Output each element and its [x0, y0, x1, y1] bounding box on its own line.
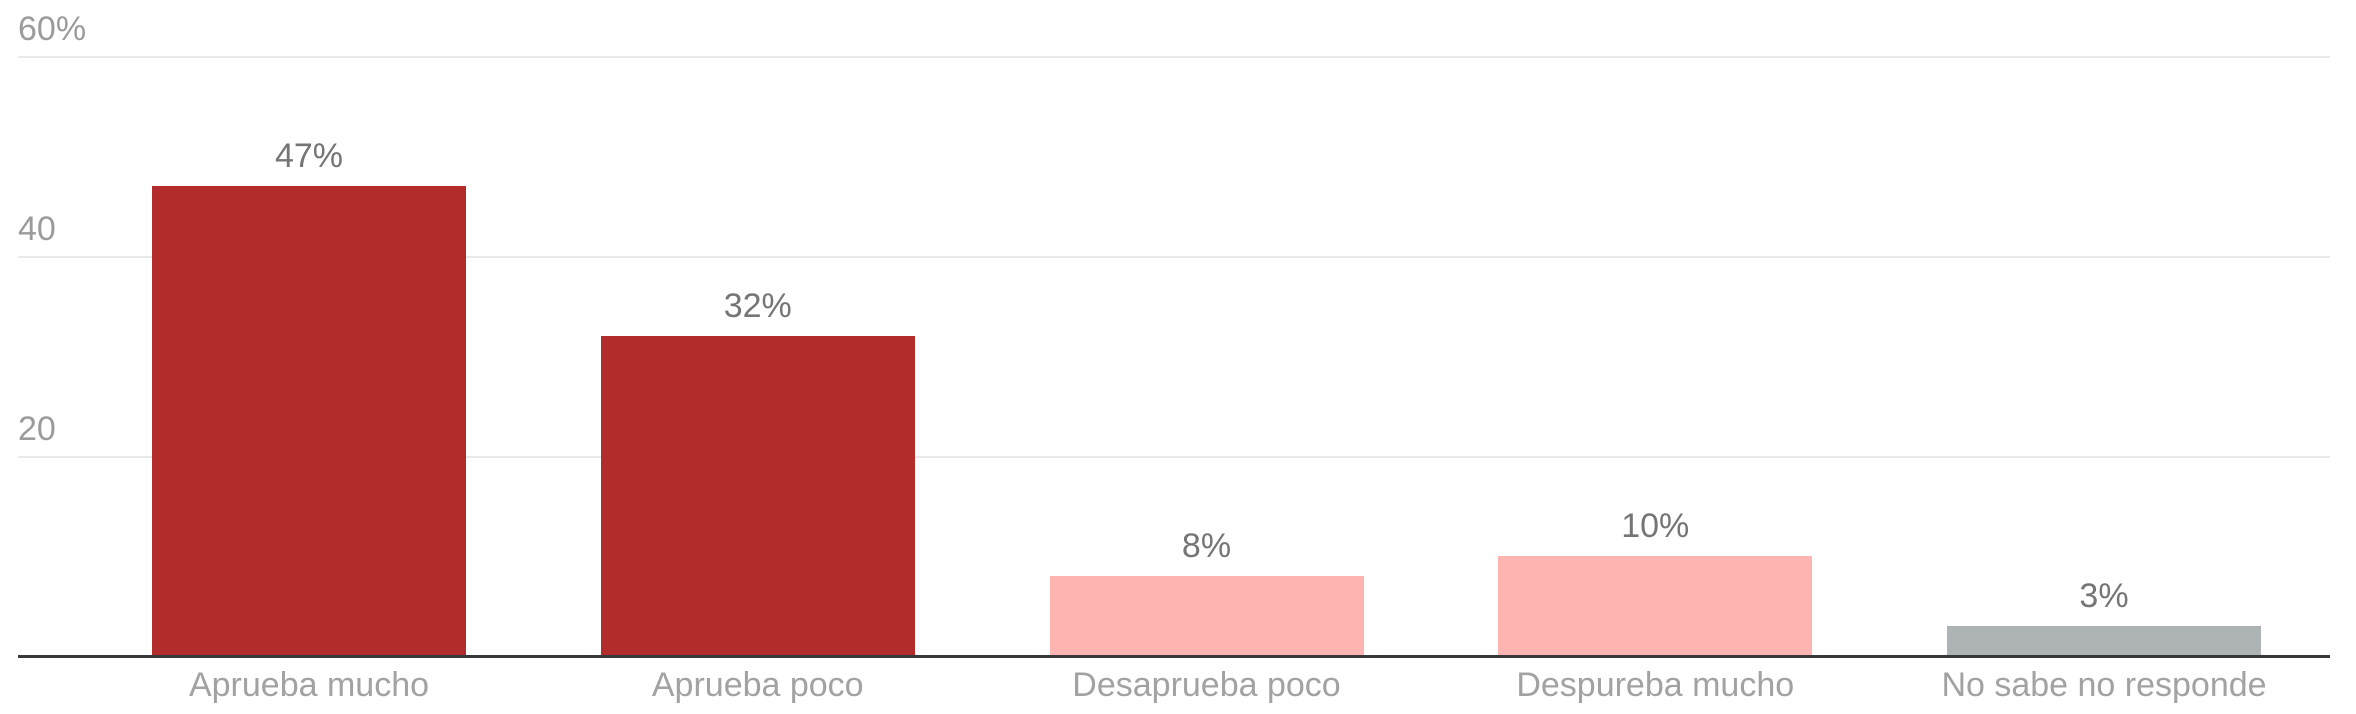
category-label-aprueba-poco: Aprueba poco — [651, 666, 864, 704]
bar-no-sabe-no-responde — [1947, 626, 2261, 656]
value-label-aprueba-mucho: 47% — [274, 137, 344, 175]
bar-aprueba-poco — [600, 336, 915, 656]
category-label-no-sabe-no-responde: No sabe no responde — [1941, 666, 2267, 704]
x-axis-line — [18, 655, 2330, 658]
value-label-no-sabe-no-responde: 3% — [2079, 577, 2129, 615]
bar-despureba-mucho — [1498, 556, 1813, 656]
bar-aprueba-mucho — [152, 186, 466, 656]
bar-desaprueba-poco — [1049, 576, 1364, 656]
value-label-aprueba-poco: 32% — [723, 287, 792, 325]
y-axis-tick-label-40: 40 — [18, 210, 56, 248]
category-label-desaprueba-poco: Desaprueba poco — [1072, 666, 1341, 704]
y-axis-tick-label-60: 60% — [18, 10, 87, 48]
category-label-aprueba-mucho: Aprueba mucho — [188, 666, 430, 704]
category-label-despureba-mucho: Despureba mucho — [1516, 666, 1795, 704]
value-label-desaprueba-poco: 8% — [1181, 527, 1232, 565]
gridline-40 — [18, 256, 2330, 258]
value-label-despureba-mucho: 10% — [1621, 507, 1690, 545]
gridline-60 — [18, 56, 2330, 58]
gridline-20 — [18, 456, 2330, 458]
y-axis-tick-label-20: 20 — [18, 410, 56, 448]
